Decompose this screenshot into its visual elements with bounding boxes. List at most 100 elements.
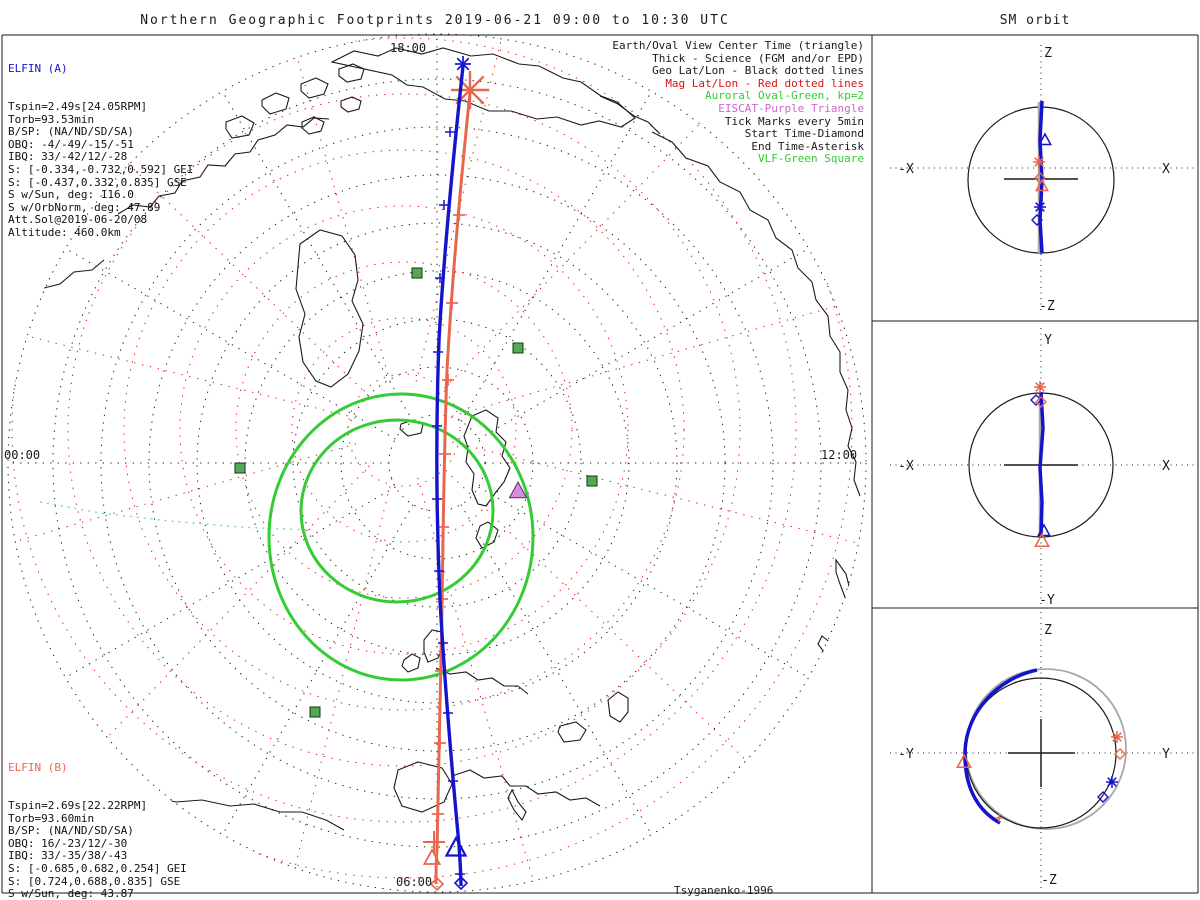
elfin-b-line-7: S w/Sun, deg: 43.87 [8, 887, 134, 900]
p2-b-diamond [1035, 396, 1047, 408]
p2-orbit-blue [1038, 391, 1045, 537]
p3-label-z: Z [1044, 623, 1052, 638]
legend-block: Earth/Oval View Center Time (triangle) Th… [612, 39, 864, 166]
elfin-a-tick [443, 708, 453, 718]
elfin-b-line-0: Tspin=2.69s[22.22RPM] [8, 798, 148, 812]
legend-item-0: Earth/Oval View Center Time (triangle) [612, 39, 864, 52]
elfin-a-tick [432, 421, 442, 431]
elfin-a-line-5: S: [-0.334,-0.732,0.592] GEI [8, 162, 194, 176]
elfin-b-line-6: S: [0.724,0.688,0.835] GSE [8, 874, 181, 888]
elfin-b-tick [436, 593, 448, 605]
p1-a-diamond [1031, 214, 1043, 226]
elfin-a-center-triangle [444, 835, 468, 857]
p1-b-asterisk [1033, 156, 1045, 168]
elfin-a-line-1: Torb=93.53min [8, 112, 95, 126]
legend-item-7: Start Time-Diamond [744, 127, 864, 141]
elfin-b-start-diamond [429, 876, 445, 892]
model-label: Tsyganenko-1996 [674, 884, 774, 897]
footer-block: Tsyganenko-1996 Created: Wed Jan 25 09:5… [674, 858, 893, 900]
elfin-a-line-3: OBQ: -4/-49/-15/-51 [8, 137, 134, 151]
p2-b-triangle [1034, 532, 1050, 547]
elfin-b-tick [446, 297, 458, 309]
p3-a-diamond [1097, 791, 1109, 803]
auroral-oval-inner [299, 418, 495, 604]
elfin-b-tick-large [423, 831, 445, 853]
legend-item-2: Geo Lat/Lon - Black dotted lines [652, 64, 864, 78]
p1-a-triangle [1038, 132, 1052, 146]
elfin-b-name: ELFIN (B) [8, 761, 68, 775]
p3-label-y: Y [1162, 747, 1170, 762]
p3-b-diamond [1114, 748, 1126, 760]
p1-a-asterisk [1034, 201, 1046, 213]
p2-label-negy: -Y [1039, 593, 1055, 608]
map-label-1800: 18:00 [390, 41, 426, 55]
elfin-a-start-diamond [453, 875, 469, 891]
elfin-b-tick [432, 209, 465, 820]
p3-a-asterisk [1106, 776, 1118, 788]
p1-label-negx: -X [898, 162, 914, 177]
elfin-a-line-0: Tspin=2.49s[24.05RPM] [8, 99, 148, 113]
elfin-a-tick [433, 347, 443, 357]
map-label-1200: 12:00 [821, 448, 857, 462]
elfin-a-tick [432, 494, 442, 504]
elfin-a-track [435, 65, 465, 887]
elfin-a-name: ELFIN (A) [8, 62, 68, 76]
elfin-b-line-4: IBQ: 33/-35/38/-43 [8, 849, 128, 863]
terminator-line [39, 501, 311, 531]
legend-item-6: Tick Marks every 5min [724, 114, 864, 128]
p3-label-negy: -Y [898, 747, 914, 762]
p2-label-y: Y [1044, 333, 1052, 348]
elfin-a-line-10: Altitude: 460.0km [8, 225, 121, 239]
p2-label-x: X [1162, 459, 1170, 474]
elfin-b-tick [453, 209, 465, 221]
elfin-b-info-block: ELFIN (B) Tspin=2.69s[22.22RPM] Torb=93.6… [8, 737, 187, 900]
p2-b-asterisk [1034, 381, 1046, 393]
p2-label-negx: -X [898, 459, 914, 474]
p1-label-negz: -Z [1039, 299, 1055, 314]
vlf-site-square [309, 706, 321, 718]
elfin-a-line-9: Att.Sol@2019-06-20/08 [8, 213, 148, 227]
elfin-b-tick [442, 374, 454, 386]
p1-label-z: Z [1044, 46, 1052, 61]
elfin-a-tick [439, 200, 449, 210]
elfin-a-tick [434, 566, 444, 576]
vlf-site-square [234, 462, 246, 474]
sm-orbit-title: SM orbit [999, 13, 1071, 28]
elfin-b-line-1: Torb=93.60min [8, 811, 95, 825]
elfin-b-tick [439, 448, 451, 460]
mag-lon-radials [7, 33, 867, 893]
p3-b-asterisk [1111, 731, 1123, 743]
vlf-site-square [512, 342, 524, 354]
p1-b-triangle [1035, 178, 1049, 192]
elfin-a-line-4: IBQ: 33/-42/12/-28 [8, 150, 128, 164]
page-title: Northern Geographic Footprints 2019-06-2… [140, 13, 730, 28]
legend-item-9: VLF-Green Square [758, 152, 864, 166]
elfin-a-tick [438, 638, 448, 648]
p3-b-small-tick [995, 814, 1003, 822]
elfin-a-line-7: S w/Sun, deg: 116.0 [8, 188, 134, 202]
vlf-site-square [234, 267, 598, 718]
elfin-a-tick [445, 127, 455, 137]
elfin-b-line-2: B/SP: (NA/ND/SD/SA) [8, 824, 134, 838]
p1-label-x: X [1162, 162, 1170, 177]
p1-orbit-blue [1038, 100, 1044, 254]
legend-item-3: Mag Lat/Lon - Red dotted lines [665, 76, 864, 90]
legend-item-4: Auroral Oval-Green, kp=2 [705, 89, 864, 103]
elfin-a-tick [448, 776, 458, 786]
legend-item-8: End Time-Asterisk [751, 139, 864, 153]
p3-label-negz: -Z [1041, 873, 1057, 888]
legend-item-5: EISCAT-Purple Triangle [718, 101, 864, 115]
map-label-0600: 06:00 [396, 875, 432, 889]
elfin-a-tick [435, 273, 445, 283]
elfin-b-line-5: S: [-0.685,0.682,0.254] GEI [8, 861, 187, 875]
p3-orbit-gray-circle [965, 668, 1127, 830]
legend-item-1: Thick - Science (FGM and/or EPD) [652, 51, 864, 65]
p3-orbit-blue-arc [963, 668, 1038, 825]
vlf-site-square [411, 267, 423, 279]
elfin-b-track [434, 91, 472, 885]
eiscat-site-triangle [508, 480, 528, 499]
elfin-a-line-2: B/SP: (NA/ND/SD/SA) [8, 125, 134, 139]
elfin-a-info-block: ELFIN (A) Tspin=2.49s[24.05RPM] Torb=93.5… [8, 38, 193, 240]
p3-b-triangle [956, 753, 972, 768]
